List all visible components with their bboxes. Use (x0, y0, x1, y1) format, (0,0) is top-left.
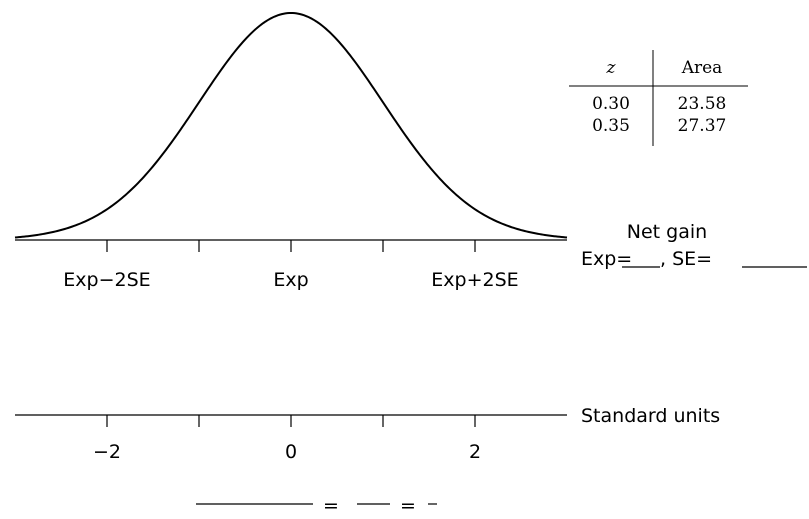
equation-equals-2: = (400, 495, 416, 517)
z-table-cell: 27.37 (678, 116, 727, 136)
z-table-header-z: z (606, 58, 617, 78)
normal-curve (14, 11, 568, 239)
standard-tick-label-minus2: −2 (93, 441, 121, 463)
z-table-header-area: Area (681, 58, 723, 78)
curve-axis-ticks (106, 240, 476, 252)
se-prefix: , SE= (660, 248, 712, 270)
z-table-cell: 0.30 (592, 94, 630, 114)
equation-equals-1: = (323, 495, 339, 517)
curve-tick-label-exp: Exp (273, 269, 308, 291)
standard-axis-ticks (106, 415, 476, 427)
exp-prefix: Exp= (581, 248, 632, 270)
z-table-cell: 23.58 (678, 94, 727, 114)
standard-tick-label-2: 2 (469, 441, 481, 463)
z-table-cell: 0.35 (592, 116, 630, 136)
curve-tick-label-minus2se: Exp−2SE (63, 269, 150, 291)
standard-tick-label-0: 0 (285, 441, 297, 463)
standard-units-label: Standard units (581, 405, 720, 427)
net-gain-title: Net gain (627, 221, 707, 243)
curve-tick-label-plus2se: Exp+2SE (431, 269, 518, 291)
